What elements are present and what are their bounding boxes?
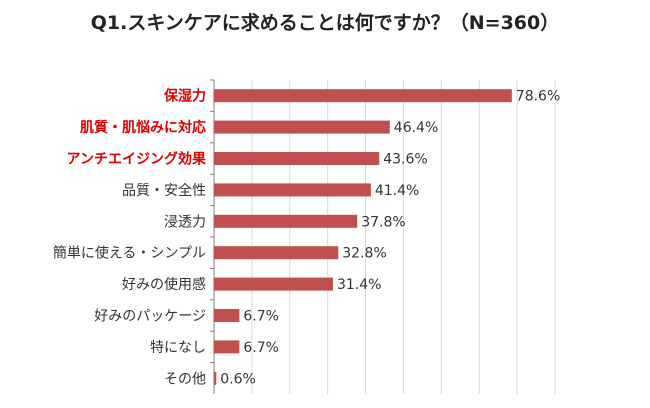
value-label: 31.4% [337, 277, 381, 293]
value-label: 37.8% [361, 214, 405, 230]
value-label: 46.4% [394, 120, 438, 136]
bar [214, 152, 380, 165]
bar [214, 371, 217, 385]
bar [214, 246, 339, 260]
value-label: 78.6% [516, 89, 560, 105]
bar [214, 214, 358, 228]
bar [214, 183, 371, 197]
value-label: 43.6% [383, 152, 427, 168]
value-label: 32.8% [342, 246, 386, 262]
category-label: 好みの使用感 [122, 276, 206, 293]
bar [214, 277, 333, 291]
bar [214, 340, 240, 354]
value-label: 6.7% [243, 309, 279, 325]
category-label: 保湿力 [163, 88, 206, 105]
bar [214, 89, 512, 103]
bar [214, 309, 240, 322]
value-label: 0.6% [220, 371, 256, 387]
value-label: 6.7% [243, 340, 279, 356]
category-label: 品質・安全性 [122, 182, 206, 199]
category-label: 好みのパッケージ [94, 309, 206, 325]
category-label: アンチエイジング効果 [67, 151, 207, 168]
category-label: 特になし [150, 340, 206, 356]
value-label: 41.4% [375, 183, 419, 199]
category-label: その他 [164, 371, 206, 387]
category-label: 簡単に使える・シンプル [53, 245, 206, 262]
category-label: 肌質・肌悩みに対応 [80, 119, 206, 136]
chart-title: Q1.スキンケアに求めることは何ですか？（N=360） [90, 12, 560, 34]
bar [214, 120, 390, 134]
category-label: 浸透力 [164, 214, 206, 230]
